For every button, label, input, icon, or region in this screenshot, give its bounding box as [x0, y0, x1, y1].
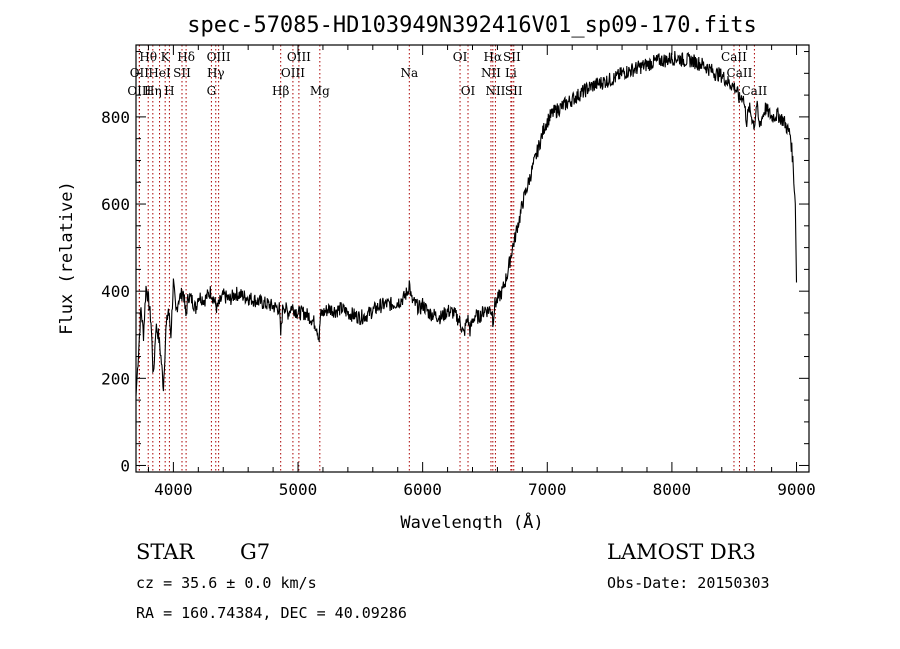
x-tick-label: 8000	[653, 480, 692, 499]
y-tick-label: 600	[101, 195, 130, 214]
spectral-line-label: OI	[453, 50, 468, 64]
y-tick-label: 800	[101, 108, 130, 127]
spectrum-chart: spec-57085-HD103949N392416V01_sp09-170.f…	[57, 13, 816, 530]
object-subclass: G7	[240, 540, 271, 564]
spectral-line-label: NII	[485, 84, 505, 98]
plot-frame	[135, 44, 810, 473]
spectral-line-label: Hδ	[177, 50, 195, 64]
spectral-line-label: G	[207, 84, 217, 98]
spectral-line-label: Mg	[310, 84, 330, 98]
redshift-cz: cz = 35.6 ± 0.0 km/s	[136, 574, 317, 592]
x-tick-label: 5000	[279, 480, 318, 499]
spectral-line-label: H	[164, 84, 174, 98]
x-tick-label: 7000	[528, 480, 567, 499]
spectral-line-label: OIII	[281, 66, 305, 80]
spectral-line-label: SII	[505, 84, 523, 98]
spectral-line-label: Hβ	[272, 84, 289, 98]
spectral-line-label: SII	[173, 66, 191, 80]
spectral-line-label: OIII	[207, 50, 231, 64]
y-axis: 0 200 400 600 800	[101, 51, 809, 475]
x-axis: 4000 5000 6000 7000 8000 9000	[147, 45, 816, 499]
spectral-line-label: CaII	[721, 50, 747, 64]
spectral-line-label: Na	[400, 66, 418, 80]
x-tick-label: 9000	[777, 480, 816, 499]
obs-date: Obs-Date: 20150303	[607, 574, 770, 592]
spectral-line-label: SII	[503, 50, 521, 64]
spectral-line-label: CaII	[741, 84, 767, 98]
y-tick-label: 400	[101, 282, 130, 301]
survey-name: LAMOST DR3	[607, 540, 756, 564]
coordinates: RA = 160.74384, DEC = 40.09286	[136, 604, 407, 622]
spectral-line-label: NII	[481, 66, 501, 80]
y-tick-label: 0	[120, 456, 130, 475]
chart-title: spec-57085-HD103949N392416V01_sp09-170.f…	[187, 13, 757, 38]
x-axis-label: Wavelength (Å)	[400, 511, 543, 530]
x-tick-label: 4000	[154, 480, 193, 499]
spectral-line-label: Hγ	[207, 66, 225, 80]
spectral-line-label: Li	[505, 66, 517, 80]
spectral-line-label: Hα	[484, 50, 503, 64]
spectral-line-markers	[138, 45, 755, 472]
y-axis-label: Flux (relative)	[57, 181, 77, 335]
spectral-line-label: K	[161, 50, 171, 64]
x-tick-label: 6000	[403, 480, 442, 499]
spectral-line-label: OI	[461, 84, 476, 98]
spectral-line-label: CaII	[727, 66, 753, 80]
spectral-line-label: Hθ	[139, 50, 157, 64]
object-class: STAR	[136, 540, 195, 564]
spectral-line-label: OIII	[127, 84, 151, 98]
spectral-line-label: Hη	[144, 84, 162, 98]
spectral-line-label: OIII	[287, 50, 311, 64]
spectral-line-label: HeI	[148, 66, 171, 80]
y-tick-label: 200	[101, 369, 130, 388]
spectrum-series-line	[135, 50, 798, 396]
